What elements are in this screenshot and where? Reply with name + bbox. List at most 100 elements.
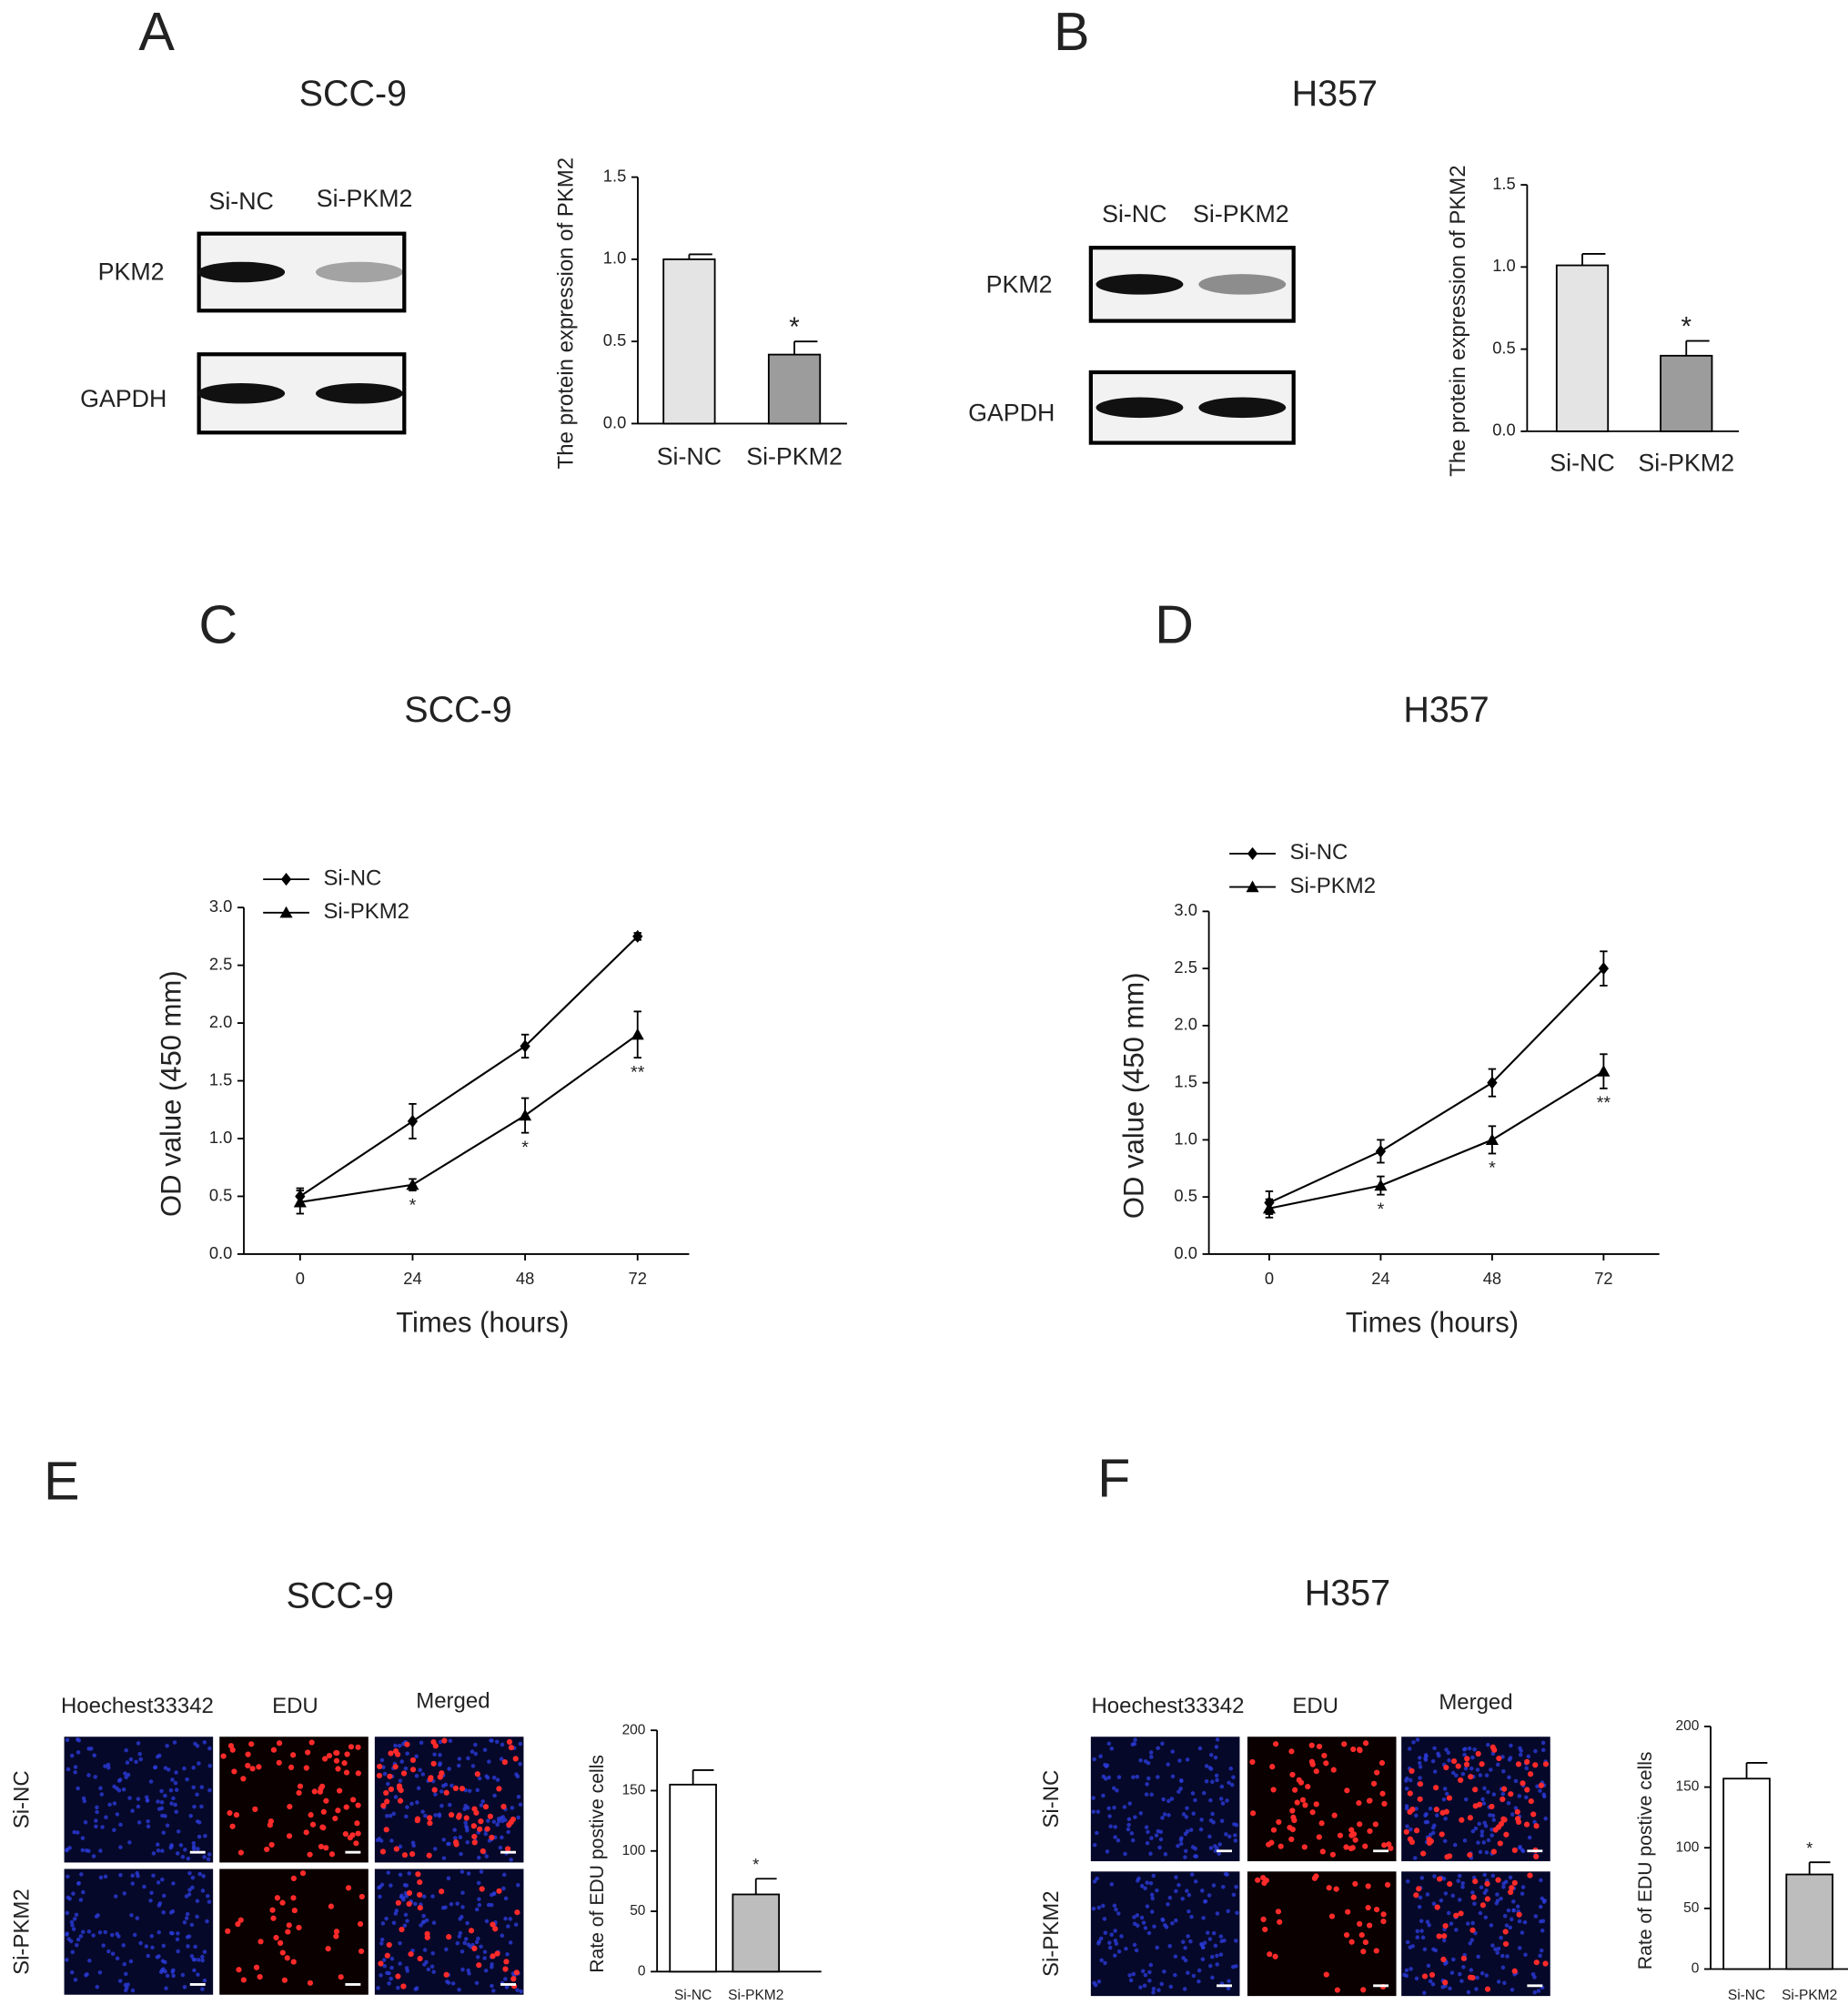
cell-nucleus bbox=[1404, 1804, 1409, 1808]
edu-cell bbox=[1421, 1973, 1429, 1980]
edu-cell bbox=[1484, 1986, 1491, 1992]
lane-label: Si-NC bbox=[1102, 200, 1166, 228]
edu-cell bbox=[1467, 1851, 1473, 1858]
cell-nucleus bbox=[1154, 1833, 1159, 1838]
cell-nucleus bbox=[1092, 1842, 1097, 1848]
cell-nucleus bbox=[1458, 1898, 1462, 1902]
edu-cell bbox=[338, 1974, 344, 1980]
cell-nucleus bbox=[138, 1757, 143, 1762]
cell-nucleus bbox=[1508, 1875, 1513, 1880]
blot-band bbox=[315, 382, 403, 404]
cell-nucleus bbox=[1425, 1919, 1430, 1924]
series-line bbox=[299, 936, 639, 1198]
cell-nucleus bbox=[199, 1804, 204, 1809]
cell-nucleus bbox=[1217, 1851, 1221, 1856]
edu-cell bbox=[236, 1967, 242, 1973]
edu-cell bbox=[1356, 1799, 1362, 1807]
cell-nucleus bbox=[1432, 1874, 1437, 1878]
cell-nucleus bbox=[1187, 1892, 1192, 1898]
edu-cell bbox=[1384, 1881, 1391, 1889]
edu-cell bbox=[388, 1750, 394, 1757]
cell-nucleus bbox=[1475, 1975, 1479, 1980]
edu-cell bbox=[377, 1763, 383, 1770]
cell-nucleus bbox=[115, 1812, 120, 1817]
cell-nucleus bbox=[1405, 1878, 1410, 1884]
cell-nucleus bbox=[1466, 1990, 1471, 1995]
cell-nucleus bbox=[1490, 1813, 1496, 1818]
edu-cell bbox=[397, 1797, 404, 1804]
cell-nucleus bbox=[490, 1983, 494, 1989]
edu-cell bbox=[1491, 1747, 1498, 1753]
cell-nucleus bbox=[1156, 1988, 1161, 1992]
cell-nucleus bbox=[151, 1873, 156, 1878]
significance-mark: * bbox=[409, 1195, 417, 1215]
cell-nucleus bbox=[457, 1934, 462, 1939]
cell-nucleus bbox=[1147, 1979, 1152, 1983]
y-tick-label: 100 bbox=[1675, 1839, 1699, 1855]
marker bbox=[407, 1114, 419, 1129]
cell-nucleus bbox=[1496, 1980, 1501, 1984]
cell-nucleus bbox=[103, 1929, 108, 1935]
edu-cell bbox=[1269, 1764, 1276, 1770]
cell-nucleus bbox=[202, 1949, 207, 1954]
cell-nucleus bbox=[1439, 1898, 1444, 1903]
panel-letter: E bbox=[44, 1450, 79, 1511]
edu-cell bbox=[1290, 1814, 1297, 1820]
cell-nucleus bbox=[1203, 1899, 1207, 1904]
cell-nucleus bbox=[476, 1880, 481, 1886]
edu-cell bbox=[1440, 1956, 1447, 1963]
edu-cell bbox=[1313, 1801, 1319, 1808]
cell-nucleus bbox=[1215, 1737, 1220, 1742]
cell-nucleus bbox=[513, 1922, 519, 1927]
cell-nucleus bbox=[449, 1901, 454, 1907]
cell-nucleus bbox=[1218, 1934, 1224, 1939]
edu-cell bbox=[273, 1934, 279, 1941]
cell-nucleus bbox=[1219, 1818, 1225, 1823]
cell-nucleus bbox=[122, 1961, 127, 1967]
edu-cell bbox=[276, 1740, 283, 1747]
cell-nucleus bbox=[438, 1762, 442, 1767]
edu-cell bbox=[1367, 1828, 1373, 1835]
edu-cell bbox=[1272, 1741, 1279, 1747]
cell-nucleus bbox=[1423, 1753, 1429, 1757]
cell-nucleus bbox=[65, 1958, 69, 1962]
cell-nucleus bbox=[184, 1916, 189, 1920]
cell-nucleus bbox=[1479, 1970, 1485, 1976]
cell-nucleus bbox=[1096, 1980, 1102, 1984]
cell-nucleus bbox=[491, 1819, 497, 1824]
cell-nucleus bbox=[1141, 1920, 1146, 1925]
edu-cell bbox=[237, 1849, 244, 1856]
cell-nucleus bbox=[196, 1972, 200, 1977]
cell-nucleus bbox=[174, 1787, 179, 1792]
cell-nucleus bbox=[121, 1787, 126, 1792]
cell-nucleus bbox=[1518, 1752, 1523, 1757]
edu-cell bbox=[443, 1789, 449, 1796]
cell-nucleus bbox=[161, 1893, 167, 1899]
cell-nucleus bbox=[1532, 1990, 1538, 1995]
cell-nucleus bbox=[1479, 1829, 1485, 1834]
cell-nucleus bbox=[398, 1940, 402, 1946]
cell-nucleus bbox=[519, 1989, 523, 1994]
y-tick-label: 3.0 bbox=[209, 896, 232, 916]
edu-cell bbox=[1442, 1922, 1449, 1929]
edu-cell bbox=[355, 1830, 361, 1837]
y-tick-label: 1.5 bbox=[209, 1069, 232, 1089]
edu-cell bbox=[1263, 1877, 1269, 1884]
lane-label: Si-NC bbox=[208, 187, 273, 215]
cell-nucleus bbox=[1227, 1979, 1231, 1983]
significance-mark: ** bbox=[1597, 1093, 1611, 1113]
cell-nucleus bbox=[1098, 1754, 1103, 1758]
edu-cell bbox=[508, 1819, 514, 1826]
edu-cell bbox=[290, 1895, 297, 1901]
cell-nucleus bbox=[518, 1762, 522, 1767]
cell-nucleus bbox=[466, 1942, 471, 1947]
edu-cell bbox=[1416, 1886, 1422, 1892]
edu-cell bbox=[1501, 1786, 1508, 1792]
edu-cell bbox=[1441, 1933, 1448, 1939]
cell-nucleus bbox=[1207, 1937, 1213, 1941]
cell-nucleus bbox=[161, 1830, 167, 1835]
cell-nucleus bbox=[1227, 1780, 1231, 1786]
edu-cell bbox=[308, 1739, 315, 1746]
cell-nucleus bbox=[1157, 1845, 1162, 1850]
